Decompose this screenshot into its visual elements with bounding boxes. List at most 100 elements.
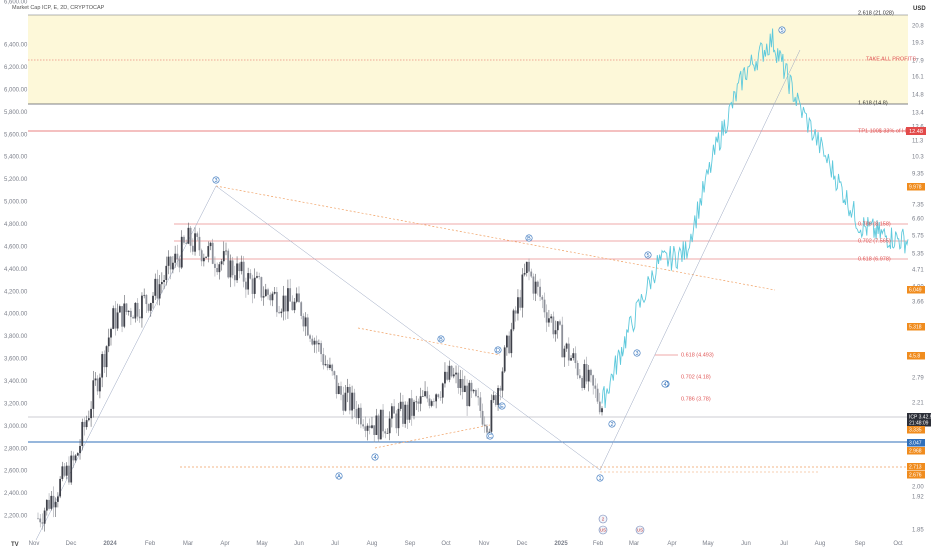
triangle-upper-dashed <box>357 327 501 356</box>
candle-body <box>154 278 157 296</box>
candle-body <box>492 395 495 401</box>
candle-body <box>410 398 413 416</box>
x-tick-label: Aug <box>815 541 826 547</box>
price-tag-text: 2.676 <box>909 472 922 478</box>
y-tick-label: 4,000.00 <box>4 312 28 318</box>
wave-label: A <box>337 474 341 480</box>
candle-body <box>466 385 468 407</box>
price-tag-text: 3.047 <box>909 440 922 446</box>
candle-body <box>344 392 347 411</box>
right-tick-label: 2.00 <box>912 485 924 491</box>
wave-label: B <box>527 236 531 242</box>
y-tick-label: 2,600.00 <box>4 469 28 475</box>
candle-body <box>329 364 331 369</box>
y-tick-label: 2,200.00 <box>4 514 28 520</box>
candle-body <box>384 431 387 434</box>
candle-body <box>596 388 599 402</box>
x-tick-label: Sep <box>855 541 866 547</box>
x-tick-label: Oct <box>441 541 451 547</box>
candle-body <box>413 401 415 416</box>
candle-body <box>508 335 511 354</box>
candle-body <box>534 281 537 294</box>
candle-body <box>92 380 95 409</box>
price-tag <box>907 413 931 421</box>
wave-label: D <box>496 348 500 354</box>
candle-body <box>587 369 590 382</box>
candle-body <box>289 288 292 302</box>
right-tick-label: 20.8 <box>912 24 924 30</box>
candle-body <box>295 293 298 302</box>
candle-body <box>169 256 172 270</box>
wave-label-circle <box>596 474 604 482</box>
candle-body <box>231 260 234 276</box>
candle-body <box>143 294 146 296</box>
candle-body <box>70 455 73 483</box>
candle-body <box>379 409 382 440</box>
candle-body <box>138 316 141 319</box>
candle-body <box>550 316 553 319</box>
candle-body <box>567 343 570 361</box>
candle-body <box>572 353 575 359</box>
x-tick-label: Feb <box>593 541 604 547</box>
price-tag-text: 4.5.8 <box>909 353 920 359</box>
tp1-label: TP1 100$ 33% of Holdings <box>858 128 924 134</box>
candle-body <box>581 377 583 388</box>
candle-body <box>594 385 597 389</box>
fib-786-upper-label: 0.786 (8.158) <box>858 221 891 227</box>
wave-label-circle <box>498 402 506 410</box>
candle-body <box>275 291 278 313</box>
x-tick-label: Sep <box>405 541 416 547</box>
candle-body <box>457 372 460 388</box>
candle-body <box>39 518 42 523</box>
candle-body <box>514 310 517 314</box>
candle-body <box>499 388 502 391</box>
price-tag <box>907 447 925 455</box>
event-marker-text: US <box>637 527 643 532</box>
wave-label: 3 <box>635 351 638 357</box>
right-tick-label: 2.21 <box>912 401 924 407</box>
x-tick-label: Jul <box>780 541 788 547</box>
y-tick-label: 5,400.00 <box>4 155 28 161</box>
candle-body <box>483 424 486 427</box>
wave-label-circle <box>644 251 652 259</box>
fib-1618-label: 1.618 (14.8) <box>858 100 888 106</box>
candle-body <box>351 392 353 411</box>
price-tag <box>907 352 925 360</box>
candle-body <box>525 261 528 274</box>
candle-body <box>322 354 325 366</box>
candle-body <box>207 246 210 257</box>
candle-body <box>114 308 117 329</box>
candle-body <box>59 478 62 497</box>
wave-label: 5 <box>780 28 783 34</box>
candle-body <box>174 253 177 263</box>
x-tick-label: Apr <box>220 541 229 547</box>
candle-body <box>81 421 84 446</box>
target-zone <box>28 15 908 104</box>
fib-618-upper-label: 0.618 (6.978) <box>858 256 891 262</box>
y-tick-label: 5,000.00 <box>4 200 28 206</box>
candle-body <box>291 301 294 311</box>
candle-body <box>324 364 327 366</box>
candle-body <box>521 274 524 308</box>
right-tick-label: 6.60 <box>912 217 924 223</box>
right-tick-label: 11.3 <box>912 139 924 145</box>
candle-body <box>561 324 564 358</box>
fib-2618-label: 2.618 (21.028) <box>858 10 894 16</box>
candle-body <box>87 418 90 421</box>
wave-label: 3 <box>214 178 217 184</box>
candle-body <box>364 426 367 431</box>
candle-body <box>342 394 345 411</box>
candle-body <box>110 328 112 338</box>
candle-body <box>576 363 579 376</box>
x-tick-label: Mar <box>629 541 639 547</box>
price-tag <box>907 286 925 294</box>
right-tick-label: 4.71 <box>912 268 924 274</box>
y-tick-label: 3,400.00 <box>4 379 28 385</box>
candle-body <box>399 401 402 409</box>
candle-body <box>517 297 519 314</box>
right-tick-label: 19.3 <box>912 41 924 47</box>
candle-body <box>112 308 115 329</box>
candle-body <box>267 289 269 295</box>
candle-body <box>545 312 548 323</box>
